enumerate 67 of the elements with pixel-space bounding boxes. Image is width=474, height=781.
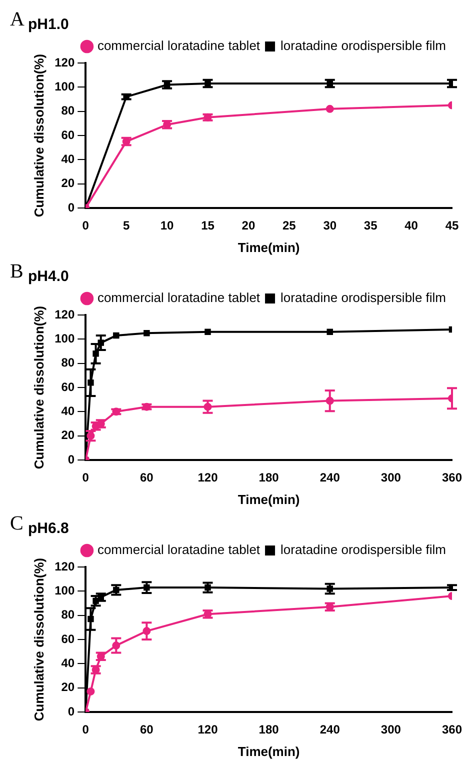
x-tick-label: 240 (320, 722, 340, 737)
x-axis-title: Time(min) (238, 744, 300, 759)
y-tick-label: 40 (61, 152, 75, 166)
y-tick-label: 20 (61, 680, 75, 694)
x-tick-label: 0 (82, 218, 90, 233)
x-tick-label: 300 (380, 722, 402, 737)
x-tick-label: 5 (122, 218, 130, 233)
chart-title: pH1.0 (28, 16, 69, 34)
legend-label: commercial loratadine tablet (97, 542, 260, 558)
y-tick-label: 0 (68, 704, 75, 718)
text: B (10, 260, 24, 282)
legend-label: loratadine orodispersible film (280, 290, 446, 306)
y-tick-label: 120 (54, 307, 75, 322)
legend-label: loratadine orodispersible film (280, 38, 446, 54)
y-axis-title: Cumulative dissolution(%) (31, 558, 46, 722)
x-tick-label: 45 (445, 218, 459, 233)
y-tick-label: 80 (61, 608, 75, 622)
legend-label: commercial loratadine tablet (97, 38, 260, 54)
x-tick-label: 300 (380, 470, 402, 485)
y-tick-label: 60 (61, 380, 75, 394)
x-tick-label: 120 (198, 722, 218, 737)
y-tick-label: 100 (54, 583, 75, 598)
x-tick-label: 0 (82, 470, 90, 485)
point (113, 332, 120, 339)
y-tick-label: 80 (61, 104, 75, 118)
x-tick-label: 25 (282, 218, 296, 233)
x-tick-label: 0 (82, 722, 90, 737)
text: C (10, 512, 24, 534)
y-tick-label: 20 (61, 176, 75, 190)
y-tick-label: 40 (61, 656, 75, 670)
point (204, 328, 211, 336)
y-tick-label: 40 (61, 404, 75, 418)
y-axis-title: Cumulative dissolution(%) (31, 306, 46, 470)
x-tick-label: 40 (404, 218, 418, 233)
y-tick-label: 0 (68, 200, 75, 214)
x-tick-label: 60 (140, 470, 154, 485)
y-axis-title: Cumulative dissolution(%) (31, 54, 46, 218)
chart-title: pH4.0 (28, 268, 69, 286)
y-tick-label: 0 (68, 452, 75, 466)
x-axis-title: Time(min) (238, 240, 300, 255)
x-tick-label: 30 (323, 218, 337, 233)
x-tick-label: 120 (198, 470, 218, 485)
y-tick-label: 60 (61, 632, 75, 646)
x-tick-label: 10 (160, 218, 174, 233)
x-tick-label: 180 (258, 470, 280, 485)
y-tick-label: 20 (61, 428, 75, 442)
y-tick-label: 100 (54, 331, 75, 346)
x-tick-label: 20 (242, 218, 256, 233)
x-tick-label: 60 (140, 722, 154, 737)
text: A (10, 8, 25, 30)
x-tick-label: 35 (364, 218, 378, 233)
x-tick-label: 15 (201, 218, 215, 233)
point (326, 328, 333, 336)
legend-label: loratadine orodispersible film (280, 542, 446, 558)
legend-label: commercial loratadine tablet (97, 290, 260, 306)
chart-title: pH6.8 (28, 520, 69, 538)
y-tick-label: 60 (61, 128, 75, 142)
y-tick-label: 100 (54, 79, 75, 94)
x-tick-label: 180 (258, 722, 280, 737)
y-tick-label: 120 (54, 559, 75, 574)
point (144, 330, 150, 336)
x-tick-label: 360 (442, 722, 462, 737)
y-tick-label: 80 (61, 356, 75, 370)
x-tick-label: 240 (320, 470, 340, 485)
y-tick-label: 120 (54, 55, 75, 70)
x-axis-title: Time(min) (238, 492, 300, 507)
x-tick-label: 360 (442, 470, 462, 485)
